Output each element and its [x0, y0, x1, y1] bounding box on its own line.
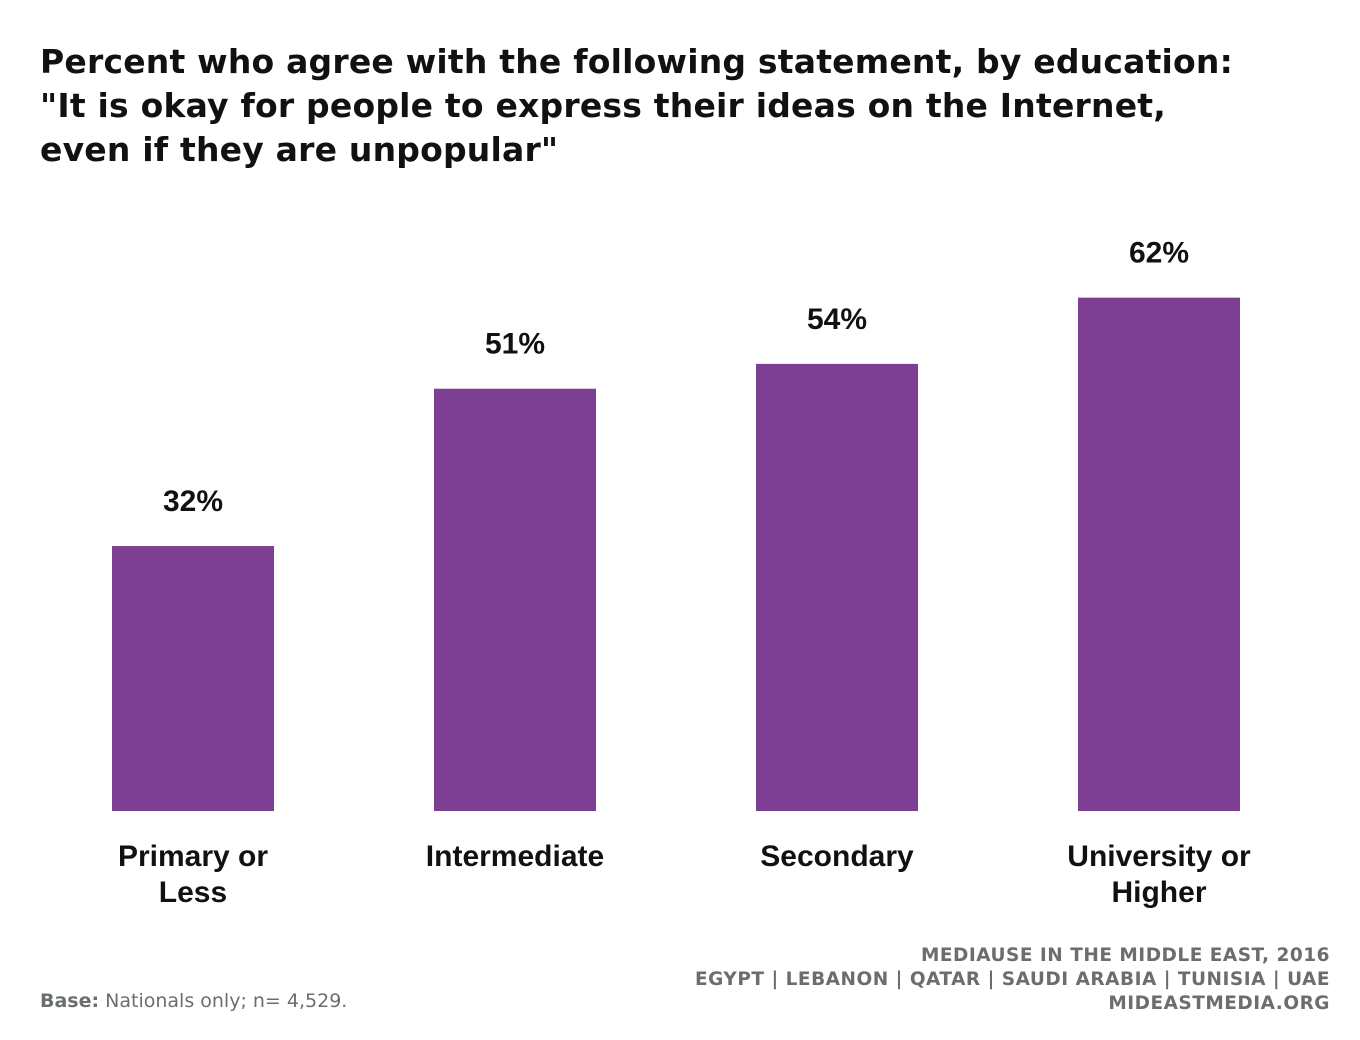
base-note-label: Base: — [40, 990, 100, 1012]
chart-title-line: "It is okay for people to express their … — [40, 86, 1166, 125]
source-line: EGYPT | LEBANON | QATAR | SAUDI ARABIA |… — [695, 969, 1330, 990]
bar — [1078, 297, 1240, 811]
bar — [756, 363, 918, 811]
category-label: Less — [159, 876, 227, 909]
category-label: Higher — [1111, 876, 1206, 909]
source-line: MIDEASTMEDIA.ORG — [1108, 993, 1330, 1014]
base-note-text: Nationals only; n= 4,529. — [99, 990, 348, 1012]
chart-title-line: even if they are unpopular" — [40, 130, 559, 169]
base-note: Base: Nationals only; n= 4,529. — [40, 990, 347, 1012]
category-label: Intermediate — [426, 840, 604, 873]
chart-title: Percent who agree with the following sta… — [40, 40, 1300, 172]
chart-title-line: Percent who agree with the following sta… — [40, 42, 1234, 81]
bar-value-label: 54% — [807, 303, 867, 336]
category-label: Secondary — [760, 840, 914, 873]
bar-value-label: 62% — [1129, 237, 1189, 270]
bar-value-label: 32% — [163, 485, 223, 518]
category-label: University or — [1067, 840, 1251, 873]
category-label: Primary or — [118, 840, 268, 873]
bar-value-label: 51% — [485, 328, 545, 361]
source-credit: MEDIAUSE IN THE MIDDLE EAST, 2016 EGYPT … — [695, 944, 1330, 1016]
bar — [434, 388, 596, 811]
source-line: MEDIAUSE IN THE MIDDLE EAST, 2016 — [920, 945, 1330, 966]
bar — [112, 546, 274, 811]
